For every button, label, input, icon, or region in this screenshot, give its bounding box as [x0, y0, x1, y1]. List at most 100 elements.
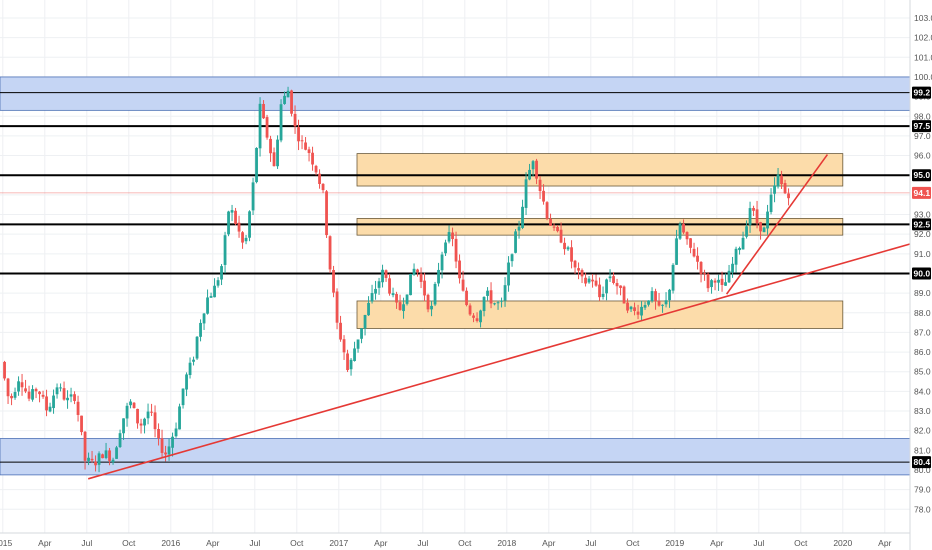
- level-tag-label: 90.0: [914, 268, 931, 278]
- candle-body: [174, 428, 178, 437]
- candle-body: [244, 237, 248, 242]
- candle-body: [192, 359, 195, 362]
- y-tick-label: 98.0: [914, 111, 931, 121]
- candle-body: [496, 302, 500, 304]
- candle-body: [241, 232, 244, 243]
- time-axis[interactable]: 2015 Apr Jul Oct 2016 Apr Jul Oct 2017 Apr Jul Oct 2…: [0, 538, 892, 548]
- candle-body: [682, 223, 685, 233]
- price-axis[interactable]: 78.0 79.0 80.0 81.0 82.0 83.0 84.0 85.0 86.0 87.0…: [914, 13, 932, 514]
- candle-body: [258, 103, 262, 149]
- candle-body: [570, 247, 573, 262]
- y-tick-label: 82.0: [914, 426, 931, 436]
- candle-body: [52, 395, 55, 409]
- candle-body: [94, 461, 97, 466]
- candle-body: [402, 304, 405, 312]
- candle-body: [31, 389, 34, 400]
- blue-zone: [0, 76, 911, 111]
- candle-body: [199, 322, 202, 337]
- candle-body: [535, 160, 538, 179]
- orange-zone: [356, 153, 844, 187]
- candle-body: [223, 235, 227, 265]
- candle-body: [279, 104, 283, 141]
- candle-body: [237, 222, 241, 232]
- candle-body: [433, 283, 437, 305]
- candle-body: [734, 248, 738, 265]
- y-tick-label: 89.0: [914, 288, 931, 298]
- x-tick-label: Apr: [206, 538, 219, 548]
- candle-body: [437, 269, 440, 284]
- candle-body: [458, 260, 461, 279]
- candle-body: [559, 229, 563, 243]
- candle-body: [643, 305, 647, 308]
- candle-body: [178, 406, 181, 430]
- x-tick-label: Oct: [122, 538, 136, 548]
- candle-body: [80, 415, 83, 433]
- y-tick-label: 97.0: [914, 131, 931, 141]
- candle-body: [650, 291, 654, 302]
- candle-body: [706, 274, 710, 289]
- candle-body: [626, 302, 629, 311]
- candle-body: [633, 307, 636, 311]
- candle-body: [213, 285, 216, 298]
- candle-body: [321, 183, 325, 191]
- candle-body: [566, 247, 570, 250]
- candle-body: [773, 185, 776, 194]
- candle-body: [41, 394, 45, 397]
- trendline: [87, 243, 911, 480]
- candle-body: [286, 90, 290, 98]
- candle-body: [573, 260, 577, 268]
- x-tick-label: Apr: [710, 538, 723, 548]
- candle-body: [787, 193, 790, 199]
- candle-body: [699, 261, 703, 275]
- candle-body: [748, 208, 752, 225]
- candle-body: [447, 232, 451, 242]
- horizontal-levels: [0, 92, 910, 463]
- y-tick-label: 80.0: [914, 465, 931, 475]
- candle-body: [202, 313, 206, 324]
- candle-body: [153, 412, 157, 430]
- candle-body: [444, 242, 447, 254]
- candle-body: [195, 336, 199, 359]
- candle-body: [157, 429, 160, 439]
- x-tick-label: Oct: [458, 538, 472, 548]
- candle-body: [430, 305, 433, 310]
- candle-body: [419, 273, 423, 282]
- candle-body: [363, 314, 367, 329]
- candle-body: [717, 279, 720, 283]
- candle-body: [556, 226, 559, 232]
- candle-body: [780, 175, 783, 185]
- candle-body: [181, 388, 185, 406]
- x-tick-label: Jul: [249, 538, 260, 548]
- candlestick-series: [3, 86, 790, 473]
- level-tag-bg: [912, 456, 931, 469]
- candle-body: [160, 438, 164, 453]
- candle-body: [272, 152, 276, 167]
- level-tag-label: 80.4: [914, 457, 931, 467]
- candle-body: [34, 388, 38, 392]
- x-tick-label: Jul: [753, 538, 764, 548]
- candle-body: [335, 291, 339, 323]
- candle-body: [752, 207, 755, 211]
- candle-body: [713, 280, 717, 283]
- candle-body: [423, 280, 426, 296]
- candle-body: [675, 238, 678, 265]
- candle-body: [587, 278, 591, 283]
- candle-body: [349, 359, 353, 370]
- candle-body: [300, 140, 304, 142]
- level-tag-label: 97.5: [914, 121, 931, 131]
- candle-body: [412, 268, 416, 275]
- candle-body: [13, 392, 17, 398]
- candle-body: [528, 169, 531, 180]
- candle-body: [510, 254, 514, 262]
- candle-body: [517, 226, 521, 231]
- candle-body: [629, 306, 633, 310]
- x-tick-label: Jul: [585, 538, 596, 548]
- x-tick-label: Oct: [290, 538, 304, 548]
- candle-body: [601, 293, 605, 297]
- candle-body: [426, 294, 430, 310]
- y-tick-label: 86.0: [914, 347, 931, 357]
- candle-body: [612, 276, 615, 283]
- trendline: [725, 154, 829, 295]
- candle-body: [297, 127, 300, 142]
